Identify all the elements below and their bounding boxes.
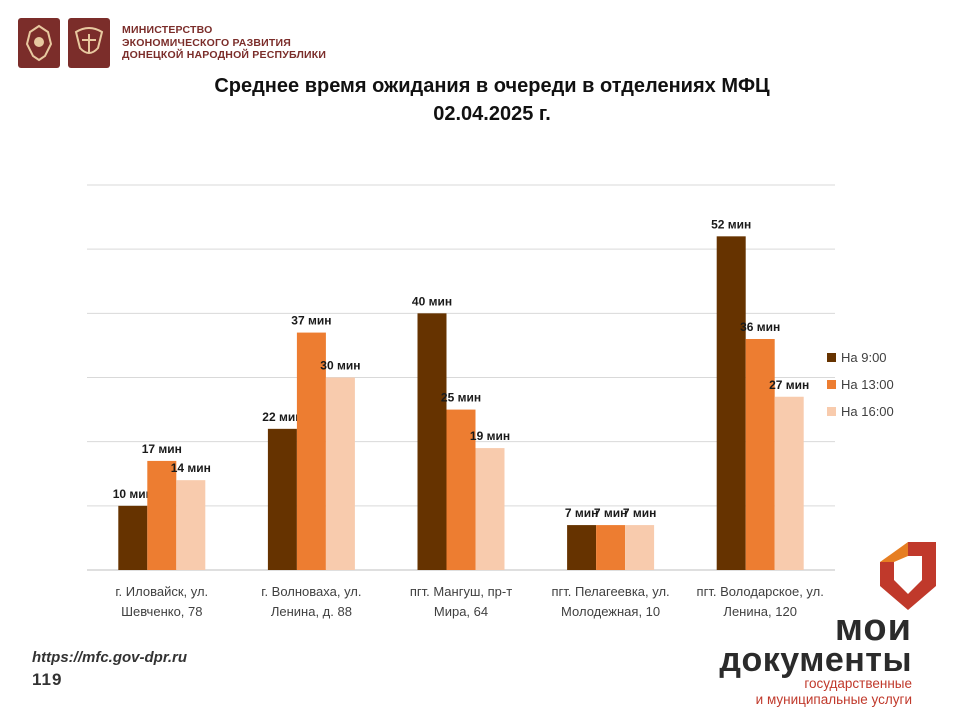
data-label: 14 мин	[171, 461, 211, 475]
legend-swatch	[827, 407, 836, 416]
russia-emblem-icon	[18, 18, 60, 68]
bar	[446, 409, 476, 570]
data-label: 40 мин	[412, 294, 452, 308]
bar	[596, 525, 626, 570]
data-label: 27 мин	[769, 378, 809, 392]
chart-title: Среднее время ожидания в очереди в отдел…	[0, 72, 960, 128]
legend-entry: На 13:00	[841, 377, 894, 392]
data-label: 52 мин	[711, 217, 751, 231]
category-label: г. Иловайск, ул.	[115, 584, 208, 599]
data-label: 37 мин	[291, 314, 331, 328]
chart-title-date: 02.04.2025 г.	[433, 103, 551, 125]
legend-swatch	[827, 380, 836, 389]
data-label: 30 мин	[320, 359, 360, 373]
bar	[296, 332, 326, 570]
data-label: 19 мин	[470, 429, 510, 443]
bar	[567, 525, 597, 570]
bar	[774, 396, 804, 570]
bar	[325, 377, 355, 570]
data-label: 7 мин	[565, 506, 599, 520]
legend-entry: На 16:00	[841, 404, 894, 419]
category-label: Ленина, д. 88	[271, 604, 352, 619]
ministry-line: ДОНЕЦКОЙ НАРОДНОЙ РЕСПУБЛИКИ	[122, 49, 327, 62]
website-url[interactable]: https://mfc.gov-dpr.ru	[32, 649, 187, 666]
bar	[745, 339, 775, 570]
bar	[625, 525, 655, 570]
category-label: Ленина, 120	[723, 604, 797, 619]
dpr-emblem-icon	[68, 18, 110, 68]
bar	[716, 236, 746, 571]
moi-dokumenty-logo-icon	[880, 542, 936, 610]
ministry-line: ЭКОНОМИЧЕСКОГО РАЗВИТИЯ	[122, 36, 292, 49]
data-label: 17 мин	[142, 442, 182, 456]
data-label: 7 мин	[623, 506, 657, 520]
ministry-line: МИНИСТЕРСТВО	[122, 24, 213, 37]
brand-line1: мои	[834, 607, 912, 649]
brand-line4: и муниципальные услуги	[755, 692, 912, 707]
chart-title-line: Среднее время ожидания в очереди в отдел…	[214, 75, 770, 97]
data-label: 7 мин	[594, 506, 628, 520]
category-label: Шевченко, 78	[121, 604, 202, 619]
brand-line2: документы	[719, 641, 912, 679]
bar	[267, 428, 297, 570]
bar	[118, 505, 148, 570]
bar	[417, 313, 447, 570]
legend-entry: На 9:00	[841, 350, 887, 365]
data-label: 22 мин	[262, 410, 302, 424]
header: МИНИСТЕРСТВО ЭКОНОМИЧЕСКОГО РАЗВИТИЯ ДОН…	[18, 17, 326, 69]
category-label: пгт. Мангуш, пр-т	[410, 584, 512, 599]
brand-block: мои документы государственные и муниципа…	[719, 607, 912, 708]
page-number: 119	[32, 670, 63, 689]
brand-line3: государственные	[804, 676, 912, 691]
bar	[176, 480, 206, 570]
category-label: Молодежная, 10	[561, 604, 660, 619]
category-label: г. Волноваха, ул.	[261, 584, 361, 599]
category-label: пгт. Пелагеевка, ул.	[552, 584, 670, 599]
bar	[147, 460, 177, 570]
category-label: Мира, 64	[434, 604, 488, 619]
data-label: 36 мин	[740, 320, 780, 334]
bar	[475, 448, 505, 570]
ministry-name: МИНИСТЕРСТВО ЭКОНОМИЧЕСКОГО РАЗВИТИЯ ДОН…	[122, 24, 326, 62]
legend-swatch	[827, 353, 836, 362]
category-label: пгт. Володарское, ул.	[697, 584, 824, 599]
data-label: 10 мин	[113, 487, 153, 501]
data-label: 25 мин	[441, 391, 481, 405]
